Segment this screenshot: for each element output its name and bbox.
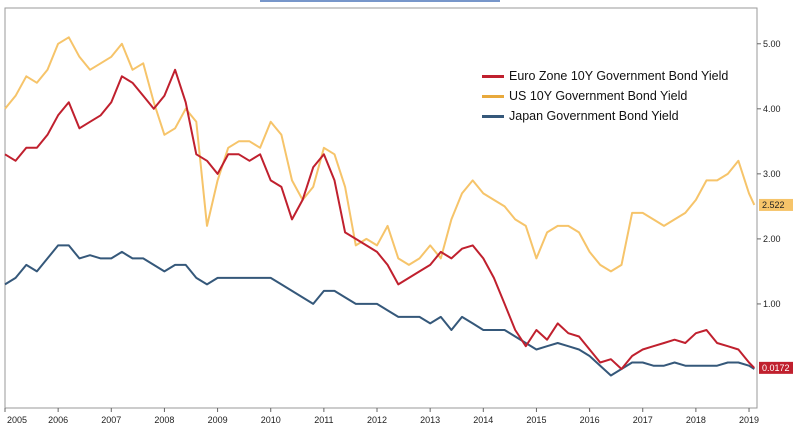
x-tick-label-10: 2015 (526, 415, 546, 425)
y-tick-label-3: 4.00 (763, 104, 781, 114)
x-tick-label-14: 2019 (739, 415, 759, 425)
x-tick-label-4: 2009 (208, 415, 228, 425)
x-tick-label-7: 2012 (367, 415, 387, 425)
x-tick-label-2: 2007 (101, 415, 121, 425)
x-tick-label-11: 2016 (580, 415, 600, 425)
series-line-us (4, 36, 756, 273)
y-tick-label-0: 1.00 (763, 299, 781, 309)
legend-item-us: US 10Y Government Bond Yield (482, 86, 728, 106)
x-tick-label-1: 2006 (48, 415, 68, 425)
x-tick-label-5: 2010 (261, 415, 281, 425)
y-tick-label-4: 5.00 (763, 39, 781, 49)
last-value-tag-bg-1 (759, 361, 793, 374)
legend-label-us: US 10Y Government Bond Yield (509, 89, 688, 103)
series-line-japan (4, 244, 755, 377)
legend-swatch-us (482, 94, 504, 98)
y-tick-label-2: 3.00 (763, 169, 781, 179)
last-value-tag-bg-0 (759, 198, 793, 211)
legend-item-japan: Japan Government Bond Yield (482, 106, 728, 126)
series-line-euro (4, 68, 756, 370)
plot-frame (4, 7, 758, 409)
x-tick-label-12: 2017 (633, 415, 653, 425)
x-tick-label-13: 2018 (686, 415, 706, 425)
last-value-tag-0: 2.522 (762, 200, 785, 210)
legend-label-euro: Euro Zone 10Y Government Bond Yield (509, 69, 729, 83)
x-tick-label-9: 2014 (473, 415, 493, 425)
y-tick-label-1: 2.00 (763, 234, 781, 244)
x-tick-label-3: 2008 (154, 415, 174, 425)
legend-label-japan: Japan Government Bond Yield (509, 109, 679, 123)
x-tick-label-8: 2013 (420, 415, 440, 425)
x-tick-label-6: 2011 (314, 415, 333, 425)
legend-item-euro: Euro Zone 10Y Government Bond Yield (482, 66, 728, 86)
legend-swatch-japan (482, 114, 504, 118)
last-value-tag-1: 0.0172 (762, 363, 790, 373)
legend-swatch-euro (482, 74, 504, 78)
x-tick-label-0: 2005 (7, 415, 27, 425)
legend: Euro Zone 10Y Government Bond Yield US 1… (482, 66, 728, 126)
